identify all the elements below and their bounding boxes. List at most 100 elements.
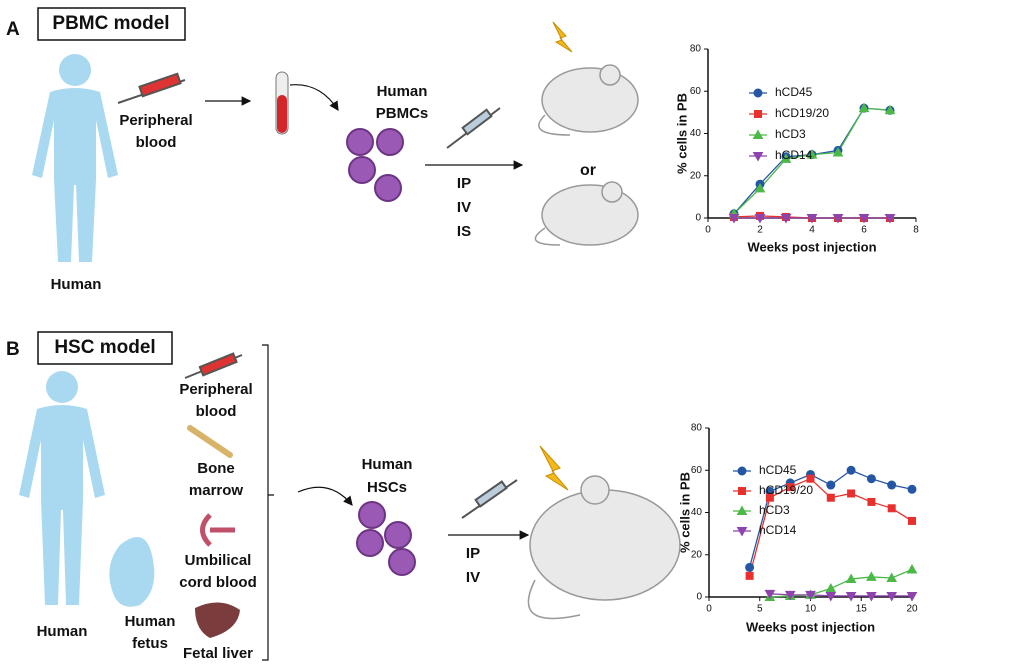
marker (886, 572, 898, 582)
cells-label: Human (362, 456, 413, 473)
marker (754, 182, 766, 193)
x-tick-label: 5 (757, 604, 763, 615)
y-axis-label: % cells in PB (677, 472, 692, 553)
y-tick-label: 0 (695, 213, 701, 224)
panel-letter: B (6, 339, 20, 360)
marker (906, 591, 918, 602)
cells-label: HSCs (367, 479, 407, 496)
arrows-part (262, 344, 274, 661)
route-label: IP (466, 545, 480, 562)
legend-label: hCD3 (759, 503, 790, 517)
marker (867, 497, 876, 506)
marker (754, 214, 766, 224)
marker (858, 102, 870, 113)
human-silhouette-part (109, 537, 155, 607)
legend-marker (754, 110, 762, 118)
marker (845, 573, 857, 584)
legend-label: hCD14 (759, 523, 797, 537)
marker (845, 591, 857, 602)
marker (780, 153, 792, 163)
marker (866, 474, 876, 484)
legend-marker (737, 466, 747, 476)
cells-label: PBMCs (376, 105, 429, 122)
marker (764, 589, 776, 600)
marker (825, 583, 837, 593)
arrows-part (289, 84, 339, 112)
panel-title: PBMC model (52, 13, 169, 34)
marker (866, 571, 877, 581)
cells-part (388, 548, 416, 576)
marker (806, 214, 818, 224)
y-tick-label: 40 (690, 128, 702, 139)
bolts-part (552, 21, 573, 53)
marker (806, 149, 818, 159)
x-tick-label: 6 (861, 225, 867, 236)
marker (826, 480, 836, 490)
syringes (117, 72, 518, 519)
series-line (769, 568, 913, 598)
x-tick-label: 8 (913, 225, 919, 236)
mice-part (599, 64, 621, 86)
source-label: Peripheral (179, 381, 252, 398)
bone-cord-liver (187, 425, 240, 638)
x-tick-label: 4 (809, 225, 815, 236)
y-tick-label: 80 (690, 44, 702, 55)
legend-marker (752, 129, 764, 139)
x-tick-label: 15 (856, 604, 868, 615)
human-silhouette-part (46, 371, 78, 403)
syringes-part (461, 108, 493, 136)
bolts-part (539, 445, 569, 491)
route-label: IV (457, 199, 471, 216)
y-tick-label: 20 (690, 170, 702, 181)
legend-marker (738, 487, 746, 495)
human-silhouette-part (32, 88, 118, 262)
bone-cord-liver-part (200, 513, 235, 547)
source-label: Bone (197, 460, 235, 477)
marker (886, 591, 898, 602)
marker (728, 214, 740, 224)
fetus-label: Human (125, 613, 176, 630)
mice-part (541, 67, 639, 133)
mice (527, 64, 681, 620)
cells (346, 128, 416, 576)
marker (846, 465, 856, 475)
cells-part (384, 521, 412, 549)
labels: A PBMC model Peripheral blood Human Human PBMC… (6, 13, 596, 662)
source-label: cord blood (179, 574, 257, 591)
title-boxes-part (37, 331, 173, 365)
mice-part (541, 184, 639, 246)
legend-label: hCD45 (775, 85, 813, 99)
source-label: blood (136, 134, 177, 151)
legend-label: hCD3 (775, 127, 806, 141)
route-label: IP (457, 175, 471, 192)
donor-label: Human (37, 623, 88, 640)
legend-label: hCD14 (775, 148, 813, 162)
marker (908, 516, 916, 525)
marker (780, 214, 792, 224)
marker (884, 104, 896, 115)
y-tick-label: 0 (696, 592, 702, 603)
syringes-part (474, 480, 508, 508)
marker (786, 483, 795, 492)
syringes-part (198, 352, 238, 377)
legend-marker (753, 88, 763, 98)
y-tick-label: 40 (691, 507, 703, 518)
route-label: IV (466, 569, 480, 586)
marker (887, 480, 897, 490)
source-label: Umbilical (185, 552, 252, 569)
legend-marker (736, 527, 748, 537)
route-label: IS (457, 223, 471, 240)
cells-part (358, 501, 386, 529)
legend-label: hCD45 (759, 463, 797, 477)
human-silhouette-part (59, 54, 91, 86)
marker (847, 489, 856, 498)
cells-part (376, 128, 404, 156)
title-boxes-part (37, 7, 186, 41)
marker (806, 474, 815, 483)
marker (832, 146, 844, 157)
marker (832, 214, 844, 224)
mice-part (534, 227, 561, 246)
marker (866, 591, 877, 602)
